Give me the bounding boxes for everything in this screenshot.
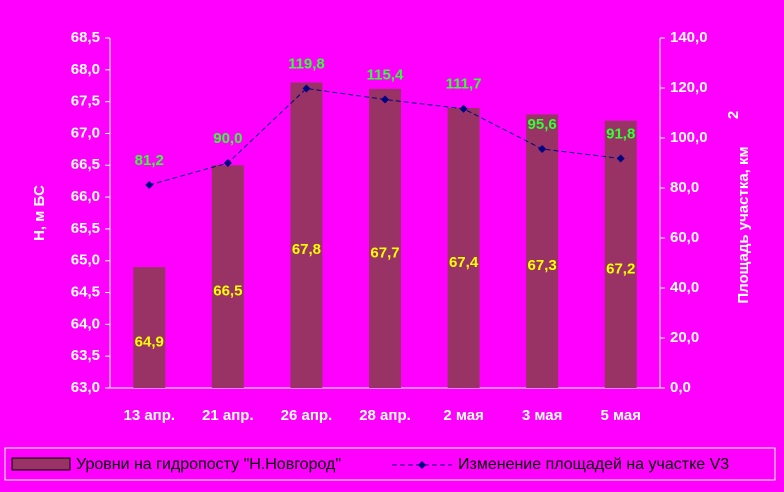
y-tick-label: 65,0 (71, 252, 100, 269)
x-tick-label: 2 мая (443, 407, 484, 424)
bar (211, 165, 244, 388)
line-marker (459, 104, 468, 113)
y-tick-label: 63,5 (71, 347, 100, 364)
y-tick-label: 65,5 (71, 220, 100, 237)
y-tick-label: 66,0 (71, 188, 100, 205)
line-marker (145, 181, 154, 189)
legend-label: Изменение площадей на участке V3 (458, 456, 729, 473)
x-tick-label: 13 апр. (123, 407, 175, 424)
y2-tick-label: 0,0 (670, 379, 691, 396)
line-value-label: 91,8 (606, 125, 635, 142)
x-tick-label: 26 апр. (281, 407, 333, 424)
line-value-label: 95,6 (528, 116, 557, 133)
line-marker (616, 154, 625, 163)
line-value-label: 119,8 (288, 55, 325, 72)
bar (369, 88, 401, 388)
legend-swatch (11, 457, 71, 471)
legend-box (4, 447, 776, 481)
y-tick-label: 66,5 (71, 156, 100, 173)
line-marker (302, 84, 311, 93)
y2-tick-label: 60,0 (670, 229, 699, 246)
y2-tick-label: 140,0 (670, 29, 708, 46)
x-tick-label: 28 апр. (359, 407, 411, 424)
y2-tick-label: 40,0 (670, 279, 699, 296)
bar-value-label: 67,8 (292, 241, 321, 258)
x-tick-label: 21 апр. (202, 407, 254, 424)
legend-label: Уровни на гидропосту "Н.Новгород" (76, 456, 341, 473)
y-tick-label: 63,0 (71, 379, 100, 396)
y2-tick-label: 120,0 (670, 79, 708, 96)
y2-tick-label: 20,0 (670, 329, 699, 346)
x-tick-label: 5 мая (600, 407, 641, 424)
y-tick-label: 64,5 (71, 284, 100, 301)
y-tick-label: 67,5 (71, 93, 100, 110)
bar (447, 108, 480, 388)
bar (604, 120, 637, 389)
y2-axis-title: Площадь участка, км (735, 146, 752, 303)
bar-value-label: 67,7 (370, 244, 399, 261)
y-tick-label: 67,0 (71, 124, 100, 141)
y2-tick-label: 100,0 (670, 129, 708, 146)
legend-marker (418, 461, 426, 469)
bar-value-label: 66,5 (213, 283, 242, 300)
bar (133, 267, 166, 388)
bar-value-label: 64,9 (135, 334, 164, 351)
x-tick-label: 3 мая (522, 407, 563, 424)
bar-value-label: 67,3 (528, 257, 557, 274)
line-value-label: 81,2 (135, 152, 164, 169)
bar-value-label: 67,4 (449, 254, 479, 271)
y-tick-label: 68,0 (71, 61, 100, 78)
line-value-label: 111,7 (446, 76, 482, 93)
y-axis-title: Н, м БС (31, 185, 48, 241)
y2-tick-label: 80,0 (670, 179, 699, 196)
bar (290, 82, 323, 388)
line-marker (223, 159, 232, 167)
line-value-label: 90,0 (213, 130, 242, 147)
bar (526, 114, 559, 388)
y2-axis-title-sup: 2 (725, 111, 742, 119)
line-value-label: 115,4 (367, 66, 404, 83)
line-marker (538, 145, 547, 153)
line-marker (381, 95, 389, 104)
y-tick-label: 64,0 (71, 315, 100, 332)
bar-value-label: 67,2 (606, 260, 635, 277)
y-tick-label: 68,5 (71, 29, 100, 46)
